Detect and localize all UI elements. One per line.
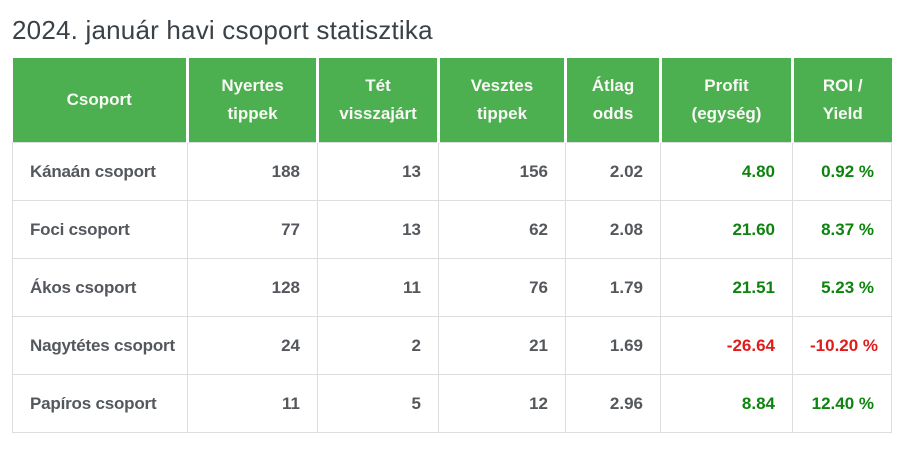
atlag_odds-cell: 1.69 <box>565 316 661 375</box>
column-header-csoport: Csoport <box>12 58 188 143</box>
csoport-cell: Papíros csoport <box>12 374 188 433</box>
table-row: Kánaán csoport 188 13 156 2.02 4.80 0.92 % <box>12 142 892 201</box>
roi_yield-cell: 8.37 % <box>792 200 892 259</box>
column-header-nyertes_tippek: Nyertes tippek <box>186 58 318 143</box>
roi_yield-cell: 12.40 % <box>792 374 892 433</box>
tet_visszajart-cell: 13 <box>317 142 439 201</box>
column-header-profit_egyseg: Profit (egység) <box>659 58 793 143</box>
tet_visszajart-cell: 13 <box>317 200 439 259</box>
profit_egyseg-cell: 8.84 <box>660 374 793 433</box>
tet_visszajart-cell: 11 <box>317 258 439 317</box>
profit_egyseg-cell: 4.80 <box>660 142 793 201</box>
nyertes_tippek-cell: 128 <box>187 258 318 317</box>
csoport-cell: Ákos csoport <box>12 258 188 317</box>
table-row: Papíros csoport 11 5 12 2.96 8.84 12.40 % <box>12 374 892 433</box>
csoport-cell: Kánaán csoport <box>12 142 188 201</box>
column-header-atlag_odds: Átlag odds <box>564 58 661 143</box>
vesztes_tippek-cell: 62 <box>438 200 566 259</box>
profit_egyseg-cell: -26.64 <box>660 316 793 375</box>
table-row: Foci csoport 77 13 62 2.08 21.60 8.37 % <box>12 200 892 259</box>
group-stats-table: Csoport Nyertes tippek Tét visszajárt Veszt… <box>12 58 892 433</box>
vesztes_tippek-cell: 12 <box>438 374 566 433</box>
column-header-vesztes_tippek: Vesztes tippek <box>437 58 566 143</box>
atlag_odds-cell: 1.79 <box>565 258 661 317</box>
atlag_odds-cell: 2.08 <box>565 200 661 259</box>
tet_visszajart-cell: 5 <box>317 374 439 433</box>
table-row: Nagytétes csoport 24 2 21 1.69 -26.64 -10.20 % <box>12 316 892 375</box>
roi_yield-cell: 5.23 % <box>792 258 892 317</box>
nyertes_tippek-cell: 77 <box>187 200 318 259</box>
vesztes_tippek-cell: 76 <box>438 258 566 317</box>
profit_egyseg-cell: 21.60 <box>660 200 793 259</box>
table-header-row: Csoport Nyertes tippek Tét visszajárt Veszt… <box>12 58 892 143</box>
profit_egyseg-cell: 21.51 <box>660 258 793 317</box>
page-title: 2024. január havi csoport statisztika <box>12 15 433 45</box>
table-row: Ákos csoport 128 11 76 1.79 21.51 5.23 % <box>12 258 892 317</box>
table-body: Kánaán csoport 188 13 156 2.02 4.80 0.92 % Foci… <box>12 142 892 433</box>
nyertes_tippek-cell: 188 <box>187 142 318 201</box>
nyertes_tippek-cell: 24 <box>187 316 318 375</box>
tet_visszajart-cell: 2 <box>317 316 439 375</box>
nyertes_tippek-cell: 11 <box>187 374 318 433</box>
csoport-cell: Foci csoport <box>12 200 188 259</box>
roi_yield-cell: -10.20 % <box>792 316 892 375</box>
vesztes_tippek-cell: 156 <box>438 142 566 201</box>
atlag_odds-cell: 2.96 <box>565 374 661 433</box>
column-header-roi_yield: ROI / Yield <box>791 58 892 143</box>
csoport-cell: Nagytétes csoport <box>12 316 188 375</box>
vesztes_tippek-cell: 21 <box>438 316 566 375</box>
column-header-tet_visszajart: Tét visszajárt <box>316 58 439 143</box>
atlag_odds-cell: 2.02 <box>565 142 661 201</box>
roi_yield-cell: 0.92 % <box>792 142 892 201</box>
